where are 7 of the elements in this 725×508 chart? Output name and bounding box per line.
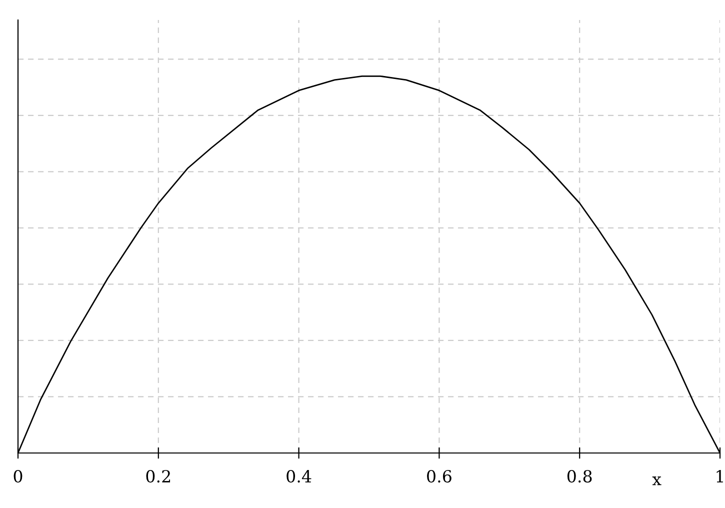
x-tick-label: 0.2 [146, 470, 170, 483]
x-tick-label: 1 [716, 470, 723, 482]
x-tick-label: 0 [14, 470, 22, 483]
x-axis-title: x [652, 476, 662, 486]
x-tick-label: 0.4 [286, 470, 312, 483]
x-tick-label: 0.6 [427, 470, 452, 483]
x-tick-label: 0.8 [567, 470, 592, 483]
